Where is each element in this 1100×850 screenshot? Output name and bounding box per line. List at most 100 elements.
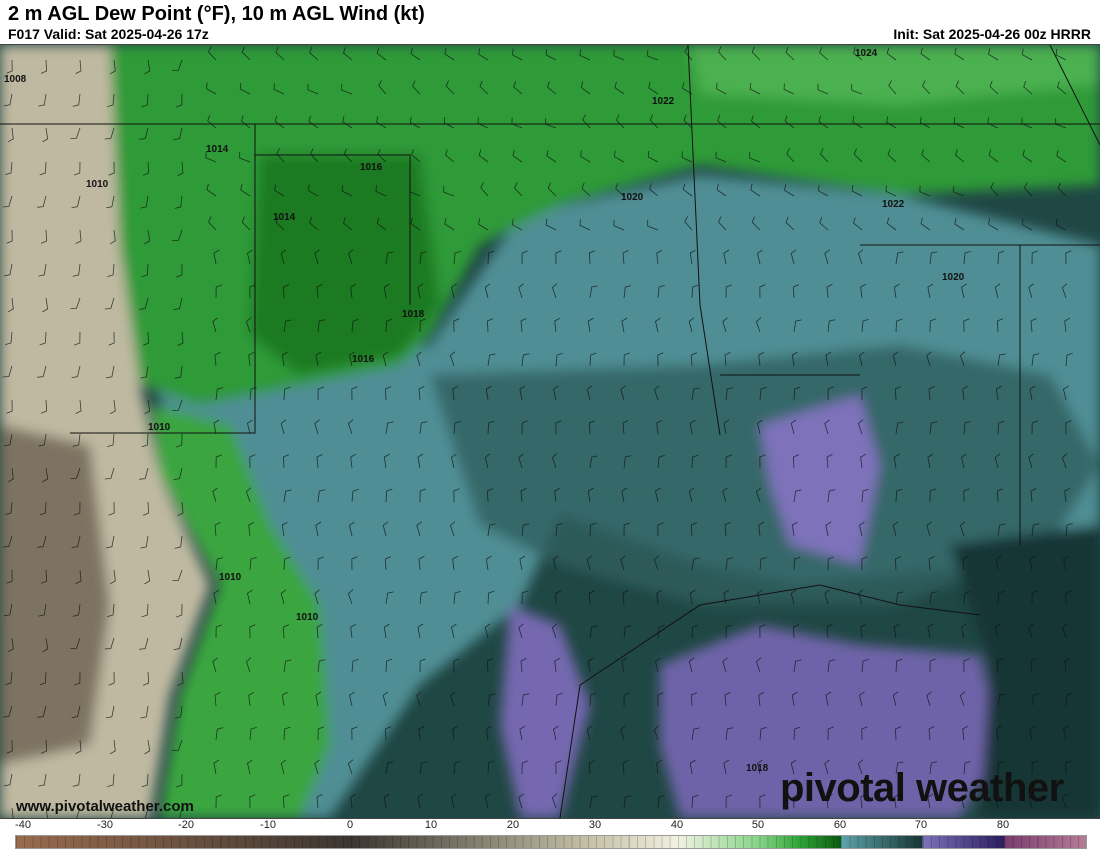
wind-barb: [759, 557, 767, 571]
wind-barb: [385, 761, 394, 775]
wind-barb: [853, 148, 863, 163]
wind-barb: [205, 151, 217, 163]
wind-barb: [214, 522, 221, 537]
wind-barb: [759, 624, 766, 639]
wind-barb: [861, 659, 869, 673]
wind-barb: [682, 82, 693, 95]
wind-barb: [347, 249, 354, 265]
wind-barb: [793, 489, 802, 503]
wind-barb: [241, 115, 251, 129]
wind-barb: [521, 420, 528, 435]
colorbar-tick: 60: [833, 819, 847, 831]
wind-barb: [827, 726, 834, 741]
wind-barb: [653, 725, 660, 741]
colorbar-ticks: -40 -30 -20 -10 0 10 20 30 40 50 60 70 8…: [0, 819, 1100, 833]
wind-barb: [724, 522, 731, 537]
wind-barb: [587, 317, 594, 333]
wind-barb: [240, 184, 251, 197]
wind-barb: [139, 467, 149, 480]
wind-barb: [141, 773, 149, 788]
wind-barb: [928, 386, 935, 401]
wind-barb: [648, 82, 659, 95]
wind-barb: [3, 93, 13, 107]
wind-barb: [310, 148, 319, 163]
wind-barb: [282, 794, 290, 809]
wind-barb: [689, 759, 696, 775]
wind-barb: [1057, 81, 1067, 95]
wind-barb: [852, 116, 863, 129]
wind-barb: [172, 739, 183, 751]
wind-barb: [792, 454, 800, 469]
wind-barb: [657, 522, 664, 537]
wind-barb: [283, 319, 292, 333]
wind-barb: [213, 249, 220, 265]
wind-barb: [784, 115, 795, 129]
wind-barb: [827, 659, 836, 673]
wind-barb: [824, 419, 830, 435]
wind-barb: [239, 152, 251, 163]
wind-barb: [140, 705, 149, 719]
wind-barb: [109, 59, 116, 75]
wind-barb: [963, 318, 970, 333]
wind-barb: [107, 263, 115, 277]
wind-barb: [553, 555, 559, 571]
wind-barb: [1031, 420, 1038, 435]
isobar-label: 1018: [402, 309, 425, 320]
wind-barb: [997, 590, 1005, 605]
dewpoint-map[interactable]: [0, 44, 1100, 819]
wind-barb: [647, 50, 659, 61]
wind-barb: [963, 761, 971, 775]
wind-barb: [6, 399, 13, 414]
wind-barb: [384, 726, 392, 741]
wind-barb: [887, 148, 897, 163]
wind-barb: [453, 421, 461, 435]
mid-teal-region: [430, 345, 1100, 605]
wind-barb: [997, 523, 1006, 537]
wind-barb: [419, 591, 428, 605]
wind-barb: [511, 48, 523, 61]
wind-barb: [40, 59, 48, 74]
wind-barb: [484, 623, 491, 639]
wind-barb: [587, 487, 594, 503]
wind-barb: [724, 352, 731, 367]
wind-barb: [1023, 80, 1033, 95]
wind-barb: [71, 365, 81, 378]
wind-barb: [248, 691, 255, 707]
wind-barb: [623, 795, 632, 809]
wind-barb: [725, 454, 732, 469]
wind-barb: [723, 249, 730, 265]
wind-barb: [347, 759, 354, 775]
wind-barb: [551, 283, 558, 299]
wind-barb: [623, 455, 632, 469]
wind-barb: [827, 386, 834, 401]
valid-time: F017 Valid: Sat 2025-04-26 17z: [8, 26, 209, 42]
wind-barb: [545, 218, 557, 231]
wind-barb: [176, 773, 183, 788]
wind-barb: [281, 351, 288, 367]
wind-barb: [419, 658, 426, 673]
wind-barb: [793, 319, 802, 333]
wind-barb: [74, 501, 81, 516]
wind-barb: [107, 433, 115, 447]
init-time: Init: Sat 2025-04-26 00z HRRR: [893, 26, 1091, 42]
wind-barb: [519, 385, 526, 401]
wind-barb: [480, 182, 489, 197]
wind-barb: [214, 692, 221, 707]
wind-barb: [317, 386, 324, 401]
wind-barb: [623, 522, 630, 537]
wind-barb: [105, 535, 115, 549]
wind-barb: [963, 591, 971, 605]
wind-barb: [5, 671, 13, 685]
wind-barb: [657, 285, 665, 299]
wind-barb: [994, 623, 1001, 639]
wind-barb: [1063, 385, 1069, 401]
wind-barb: [827, 319, 836, 333]
wind-barb: [857, 419, 864, 435]
wind-barb: [929, 488, 936, 503]
wind-barb: [108, 671, 115, 686]
wind-barb: [962, 725, 969, 741]
wind-barb: [518, 793, 524, 809]
wind-barb: [74, 671, 81, 686]
wind-barb: [3, 433, 13, 447]
wind-barb: [247, 249, 253, 265]
